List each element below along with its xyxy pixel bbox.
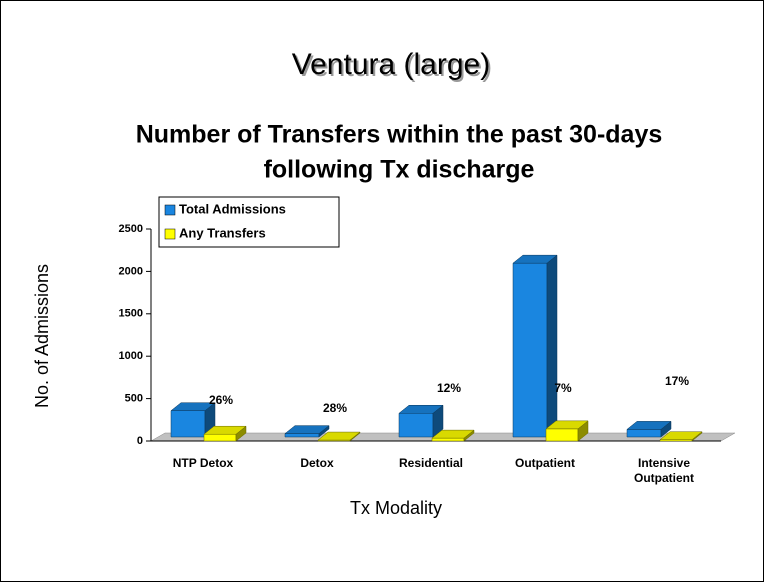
bar-face bbox=[284, 425, 330, 434]
bar-face bbox=[546, 254, 558, 438]
bar bbox=[659, 431, 703, 442]
chart-subtitle: following Tx discharge bbox=[264, 156, 535, 184]
y-tick-label: 2000 bbox=[119, 265, 143, 277]
bar bbox=[203, 425, 247, 442]
bar-face bbox=[170, 402, 216, 411]
y-tick-label: 1500 bbox=[119, 308, 143, 320]
bar-face bbox=[431, 429, 475, 439]
bar bbox=[626, 420, 672, 438]
legend-swatch bbox=[164, 228, 176, 240]
legend-box bbox=[158, 196, 340, 248]
x-tick-label: Intensive Outpatient bbox=[634, 456, 694, 485]
legend-label: Total Admissions bbox=[179, 201, 286, 216]
chart-title: Ventura (large) bbox=[292, 48, 490, 81]
legend-swatch bbox=[164, 204, 176, 216]
annotation: 17% bbox=[665, 374, 689, 388]
legend-label: Any Transfers bbox=[179, 225, 266, 240]
chart-subtitle: Number of Transfers within the past 30-d… bbox=[136, 121, 663, 149]
bar-face bbox=[398, 405, 444, 414]
x-tick-label: NTP Detox bbox=[172, 456, 234, 470]
bar-face bbox=[626, 421, 672, 430]
bar bbox=[170, 402, 216, 438]
bar-face bbox=[659, 431, 703, 440]
x-tick-label: Outpatient bbox=[515, 456, 575, 470]
bar-face bbox=[170, 410, 206, 438]
x-tick-label: Residential bbox=[398, 456, 464, 470]
y-tick-label: 1000 bbox=[119, 350, 143, 362]
x-tick-label: Detox bbox=[300, 456, 334, 470]
bar-face bbox=[545, 428, 579, 442]
bar-face bbox=[203, 433, 237, 442]
annotation: 26% bbox=[209, 393, 233, 407]
bar bbox=[398, 404, 444, 438]
annotation: 28% bbox=[323, 401, 347, 415]
bar-face bbox=[431, 437, 465, 442]
bar-face bbox=[545, 420, 589, 430]
bar-face bbox=[203, 425, 247, 435]
bar-face bbox=[284, 433, 320, 438]
bar-face bbox=[512, 254, 558, 264]
annotation: 7% bbox=[554, 381, 572, 395]
y-axis-label: No. of Admissions bbox=[32, 264, 52, 408]
bar bbox=[512, 254, 558, 438]
bar bbox=[317, 431, 361, 442]
y-tick-label: 500 bbox=[125, 393, 143, 405]
bar bbox=[284, 425, 330, 438]
bar-face bbox=[512, 262, 548, 438]
bar bbox=[431, 429, 475, 442]
y-tick-label: 2500 bbox=[119, 223, 143, 235]
bar-face bbox=[626, 429, 662, 438]
bar bbox=[545, 420, 589, 442]
bar-face bbox=[317, 431, 361, 441]
x-axis-label: Tx Modality bbox=[350, 498, 442, 518]
y-tick-label: 0 bbox=[137, 435, 143, 447]
annotation: 12% bbox=[437, 381, 461, 395]
title-shadow: Ventura (large) bbox=[294, 50, 492, 83]
bar-face bbox=[398, 413, 434, 438]
